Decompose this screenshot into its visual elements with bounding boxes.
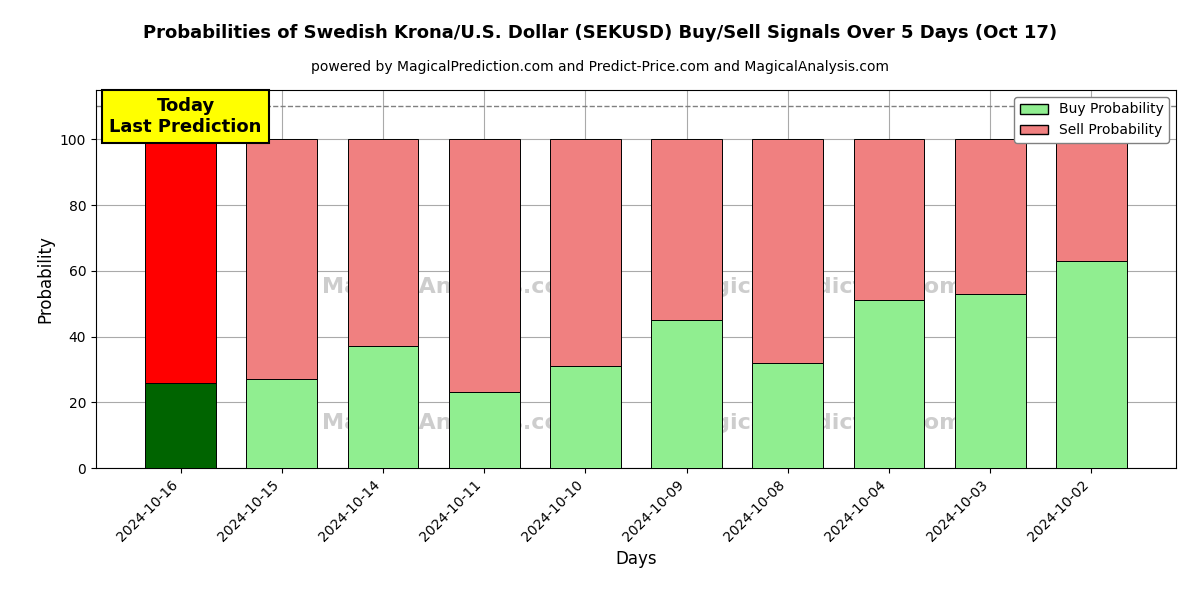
Bar: [449, 392, 520, 468]
Bar: [550, 366, 620, 468]
Bar: [348, 346, 419, 468]
Bar: [955, 294, 1026, 468]
Bar: [652, 139, 722, 320]
Text: Probabilities of Swedish Krona/U.S. Dollar (SEKUSD) Buy/Sell Signals Over 5 Days: Probabilities of Swedish Krona/U.S. Doll…: [143, 24, 1057, 42]
Bar: [348, 139, 419, 346]
Bar: [955, 139, 1026, 294]
Text: MagicalPrediction.com: MagicalPrediction.com: [677, 413, 962, 433]
Bar: [752, 363, 823, 468]
Bar: [1056, 261, 1127, 468]
X-axis label: Days: Days: [616, 550, 656, 568]
Bar: [449, 139, 520, 392]
Text: powered by MagicalPrediction.com and Predict-Price.com and MagicalAnalysis.com: powered by MagicalPrediction.com and Pre…: [311, 60, 889, 74]
Y-axis label: Probability: Probability: [36, 235, 54, 323]
Bar: [246, 379, 317, 468]
Bar: [145, 383, 216, 468]
Bar: [246, 139, 317, 379]
Legend: Buy Probability, Sell Probability: Buy Probability, Sell Probability: [1014, 97, 1169, 143]
Bar: [1056, 139, 1127, 261]
Bar: [853, 139, 924, 301]
Text: MagicalAnalysis.com: MagicalAnalysis.com: [322, 277, 583, 296]
Bar: [853, 301, 924, 468]
Bar: [652, 320, 722, 468]
Bar: [145, 139, 216, 383]
Text: Today
Last Prediction: Today Last Prediction: [109, 97, 262, 136]
Bar: [752, 139, 823, 363]
Bar: [550, 139, 620, 366]
Text: MagicalPrediction.com: MagicalPrediction.com: [677, 277, 962, 296]
Text: MagicalAnalysis.com: MagicalAnalysis.com: [322, 413, 583, 433]
